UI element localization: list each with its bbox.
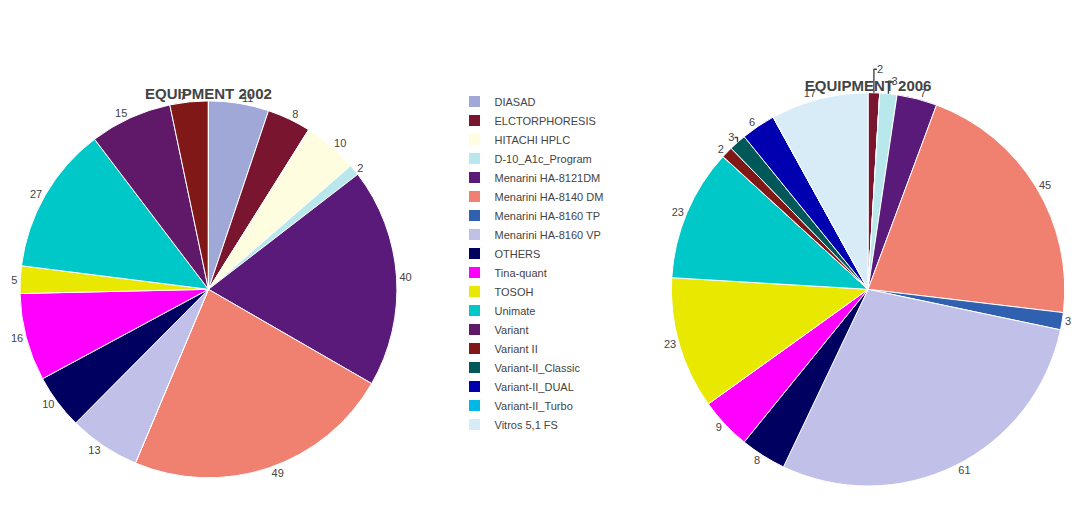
svg-text:Variant-II_Turbo: Variant-II_Turbo [495, 400, 573, 412]
svg-text:40: 40 [400, 271, 412, 283]
svg-text:Menarini HA-8140 DM: Menarini HA-8140 DM [495, 191, 604, 203]
svg-text:2: 2 [877, 63, 883, 75]
svg-text:45: 45 [1039, 179, 1051, 191]
svg-text:3: 3 [891, 75, 897, 87]
svg-text:ELCTORPHORESIS: ELCTORPHORESIS [495, 115, 596, 127]
svg-text:Vitros 5,1 FS: Vitros 5,1 FS [495, 419, 558, 431]
svg-text:D-10_A1c_Program: D-10_A1c_Program [495, 153, 592, 165]
svg-text:3: 3 [728, 131, 734, 143]
svg-text:10: 10 [42, 398, 54, 410]
svg-text:EQUIPMENT 2006: EQUIPMENT 2006 [805, 77, 932, 94]
svg-text:27: 27 [30, 188, 42, 200]
svg-text:EQUIPMENT 2002: EQUIPMENT 2002 [145, 85, 272, 102]
svg-text:OTHERS: OTHERS [495, 248, 541, 260]
svg-text:Variant-II_Classic: Variant-II_Classic [495, 362, 581, 374]
svg-text:8: 8 [754, 454, 760, 466]
svg-text:61: 61 [958, 464, 970, 476]
svg-text:7: 7 [180, 90, 186, 102]
svg-text:3: 3 [1065, 315, 1071, 327]
svg-text:8: 8 [292, 108, 298, 120]
svg-text:10: 10 [334, 137, 346, 149]
svg-text:23: 23 [664, 338, 676, 350]
svg-text:13: 13 [88, 444, 100, 456]
svg-text:DIASAD: DIASAD [495, 96, 536, 108]
svg-text:TOSOH: TOSOH [495, 286, 534, 298]
svg-text:15: 15 [115, 107, 127, 119]
svg-text:17: 17 [804, 87, 816, 99]
svg-text:Menarini HA-8160 TP: Menarini HA-8160 TP [495, 210, 601, 222]
svg-text:6: 6 [749, 116, 755, 128]
svg-text:Variant II: Variant II [495, 343, 538, 355]
svg-text:49: 49 [272, 467, 284, 479]
svg-text:Menarini HA-8160 VP: Menarini HA-8160 VP [495, 229, 601, 241]
svg-text:Unimate: Unimate [495, 305, 536, 317]
svg-text:Menarini HA-8121DM: Menarini HA-8121DM [495, 172, 601, 184]
svg-text:16: 16 [11, 332, 23, 344]
svg-text:5: 5 [11, 274, 17, 286]
svg-text:7: 7 [920, 87, 926, 99]
svg-text:Variant-II_DUAL: Variant-II_DUAL [495, 381, 574, 393]
svg-text:9: 9 [716, 421, 722, 433]
svg-text:HITACHI HPLC: HITACHI HPLC [495, 134, 571, 146]
svg-text:Tina-quant: Tina-quant [495, 267, 547, 279]
svg-text:Variant: Variant [495, 324, 529, 336]
svg-text:23: 23 [672, 206, 684, 218]
svg-text:2: 2 [357, 162, 363, 174]
svg-text:11: 11 [242, 92, 253, 104]
svg-text:2: 2 [718, 143, 724, 155]
